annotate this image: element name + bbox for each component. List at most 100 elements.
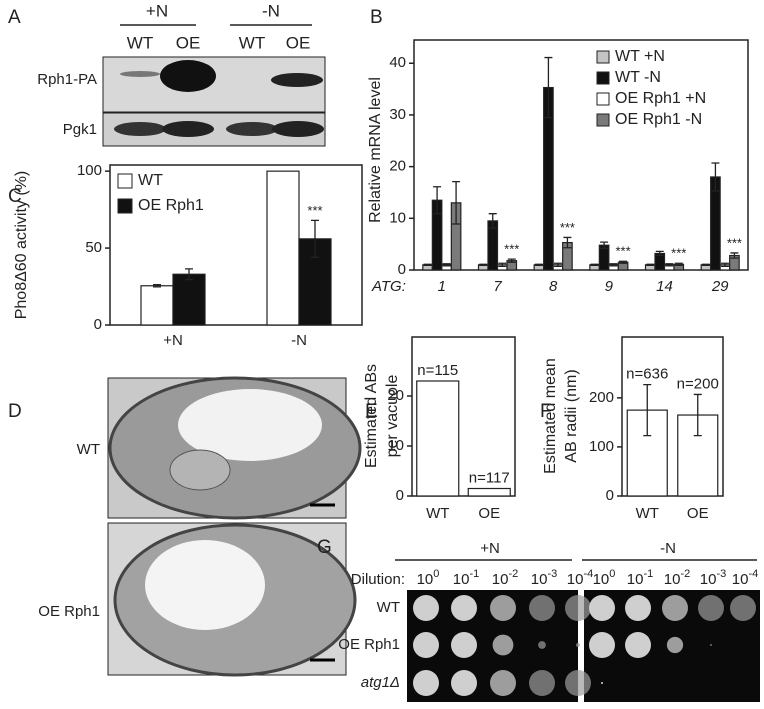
- row-label: Rph1-PA: [37, 71, 97, 88]
- x-tick-label: +N: [163, 332, 183, 349]
- panel-label: A: [8, 7, 21, 28]
- significance: ***: [615, 244, 630, 259]
- lane-label: OE: [286, 33, 311, 52]
- spot: [576, 643, 580, 647]
- error-bar: [488, 213, 497, 229]
- dilution-exponent: -2: [680, 568, 690, 580]
- error-bar: [600, 241, 609, 249]
- error-bar: [646, 263, 655, 266]
- legend-label: OE Rph1: [138, 197, 204, 214]
- micrograph: [107, 376, 362, 677]
- spot: [529, 595, 555, 621]
- y-tick-label: 10: [389, 209, 406, 226]
- significance: ***: [727, 235, 742, 250]
- error-bar: [452, 180, 461, 225]
- error-bar: [433, 186, 442, 215]
- dilution-base: 10: [531, 571, 548, 588]
- y-tick-label: 0: [398, 261, 406, 278]
- legend-label: WT +N: [615, 48, 665, 65]
- legend-label: WT: [138, 172, 163, 189]
- legend-label: OE Rph1 -N: [615, 111, 702, 128]
- dilution-exponent: -4: [748, 568, 758, 580]
- dilution-base: 10: [593, 571, 610, 588]
- error-bar: [711, 162, 720, 192]
- legend-swatch: [596, 71, 610, 85]
- dilution-base: 10: [417, 571, 434, 588]
- x-tick-label: 9: [605, 278, 614, 295]
- dilution: 10-2: [492, 568, 518, 588]
- y-tick-label: 0: [606, 487, 614, 504]
- error-bar: [153, 284, 161, 288]
- panel-label: G: [317, 537, 332, 558]
- strain-label: WT: [377, 599, 400, 616]
- y-tick-label: 10: [387, 437, 404, 454]
- legend-swatch: [117, 198, 133, 214]
- dilution-exponent: 0: [433, 568, 439, 580]
- y-tick-label: 0: [94, 316, 102, 333]
- y-tick-label: 50: [85, 239, 102, 256]
- legend-swatch: [596, 50, 610, 64]
- y-axis-label: per vacuole: [384, 375, 401, 458]
- spot: [413, 670, 439, 696]
- spot: [600, 681, 604, 685]
- error-bar: [534, 263, 543, 266]
- bar: [266, 170, 300, 326]
- bar: [467, 487, 511, 497]
- dilution-base: 10: [627, 571, 644, 588]
- panel-label: F: [540, 401, 552, 422]
- error-bar: [498, 262, 507, 268]
- spot: [538, 641, 546, 649]
- micrograph-label: OE Rph1: [38, 603, 100, 620]
- y-axis-label: Relative mRNA level: [367, 77, 384, 223]
- spot: [666, 636, 684, 654]
- y-axis-label: AB radii (nm): [563, 369, 580, 462]
- lane-label: WT: [127, 33, 153, 52]
- spot: [490, 595, 516, 621]
- error-bar: [553, 262, 562, 268]
- group-label: -N: [262, 1, 280, 20]
- error-bar: [643, 383, 652, 437]
- spot: [451, 670, 477, 696]
- x-axis-label: ATG:: [371, 278, 406, 295]
- error-bar: [655, 250, 664, 257]
- spot: [625, 595, 651, 621]
- spot: [589, 632, 615, 658]
- legend-label: OE Rph1 +N: [615, 90, 706, 107]
- y-tick-label: 40: [389, 54, 406, 71]
- error-bar: [674, 262, 683, 266]
- n-label: n=117: [469, 469, 510, 486]
- western-blot: [102, 56, 326, 147]
- dilution-exponent: -1: [469, 568, 479, 580]
- y-tick-label: 20: [389, 158, 406, 175]
- y-axis-label: Estimated mean: [542, 358, 559, 474]
- y-tick-label: 100: [589, 438, 614, 455]
- error-bar: [730, 252, 739, 259]
- spot: [698, 595, 724, 621]
- error-bar: [563, 236, 572, 249]
- strain-label: atg1Δ: [361, 674, 400, 691]
- error-bar: [701, 263, 710, 266]
- x-tick-label: 29: [711, 278, 729, 295]
- significance: ***: [671, 246, 686, 261]
- y-axis-label: Estimated ABs: [363, 364, 380, 468]
- strain-label: OE Rph1: [338, 636, 400, 653]
- x-tick-label: 1: [438, 278, 446, 295]
- y-tick-label: 30: [389, 106, 406, 123]
- dilution-exponent: -3: [547, 568, 557, 580]
- dilution-label: Dilution:: [351, 571, 405, 588]
- x-tick-label: OE: [478, 505, 500, 522]
- plot-frame: [621, 336, 724, 497]
- spot: [451, 632, 477, 658]
- error-bar: [311, 219, 319, 258]
- x-tick-label: 7: [493, 278, 502, 295]
- n-label: n=115: [417, 362, 458, 379]
- legend-swatch: [596, 113, 610, 127]
- micrograph-label: WT: [77, 441, 100, 458]
- dilution: 10-1: [627, 568, 653, 588]
- dilution-exponent: -1: [643, 568, 653, 580]
- row-label: Pgk1: [63, 121, 97, 138]
- x-tick-label: OE: [687, 505, 709, 522]
- spot: [709, 643, 713, 647]
- error-bar: [423, 263, 432, 266]
